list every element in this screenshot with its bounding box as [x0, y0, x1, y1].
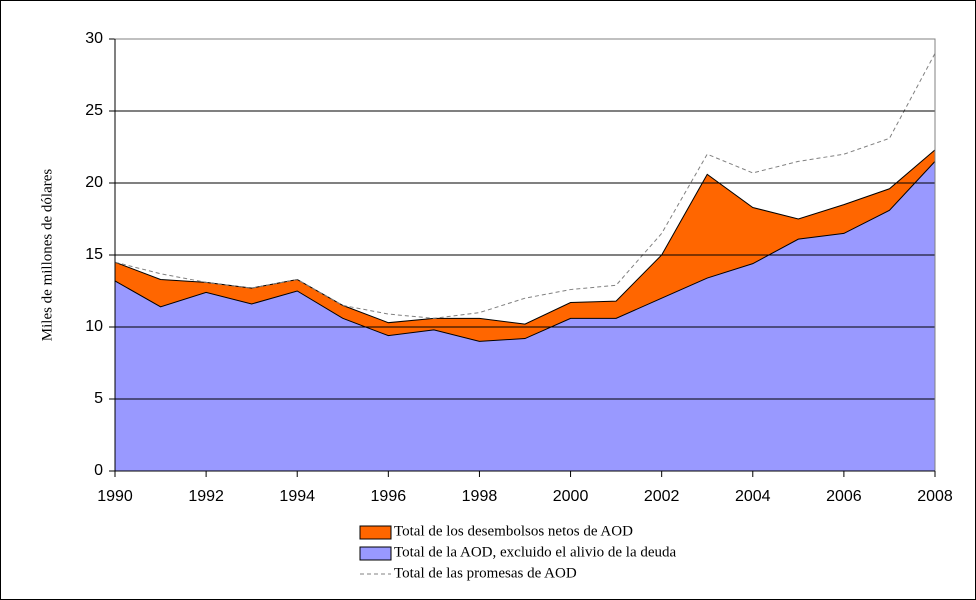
y-tick-label: 20 [85, 174, 103, 191]
area-outline [114, 149, 936, 325]
y-tick-label: 5 [94, 390, 103, 407]
y-tick-label: 10 [85, 318, 103, 335]
y-tick-label: 15 [85, 246, 103, 263]
x-tick-label: 1990 [97, 488, 133, 505]
legend-label: Total de los desembolsos netos de AOD [394, 523, 633, 539]
x-tick-label: 1994 [279, 488, 315, 505]
x-tick-label: 1996 [371, 488, 407, 505]
legend-label: Total de las promesas de AOD [394, 565, 577, 581]
x-tick-label: 2008 [917, 488, 953, 505]
x-tick-label: 1992 [188, 488, 224, 505]
y-axis-label: Miles de millones de dólares [39, 169, 55, 342]
y-tick-label: 30 [85, 30, 103, 47]
y-tick-label: 0 [94, 462, 103, 479]
x-tick-label: 2006 [826, 488, 862, 505]
legend-swatch [359, 546, 392, 561]
legend-swatch [359, 525, 392, 540]
area [115, 161, 935, 471]
line [114, 53, 936, 319]
legend-label: Total de la AOD, excluido el alivio de l… [394, 544, 677, 560]
y-tick-label: 25 [85, 102, 103, 119]
area-outline [114, 161, 936, 342]
x-tick-label: 2004 [735, 488, 771, 505]
x-tick-label: 2000 [553, 488, 589, 505]
x-tick-label: 2002 [644, 488, 680, 505]
x-tick-label: 1998 [462, 488, 498, 505]
